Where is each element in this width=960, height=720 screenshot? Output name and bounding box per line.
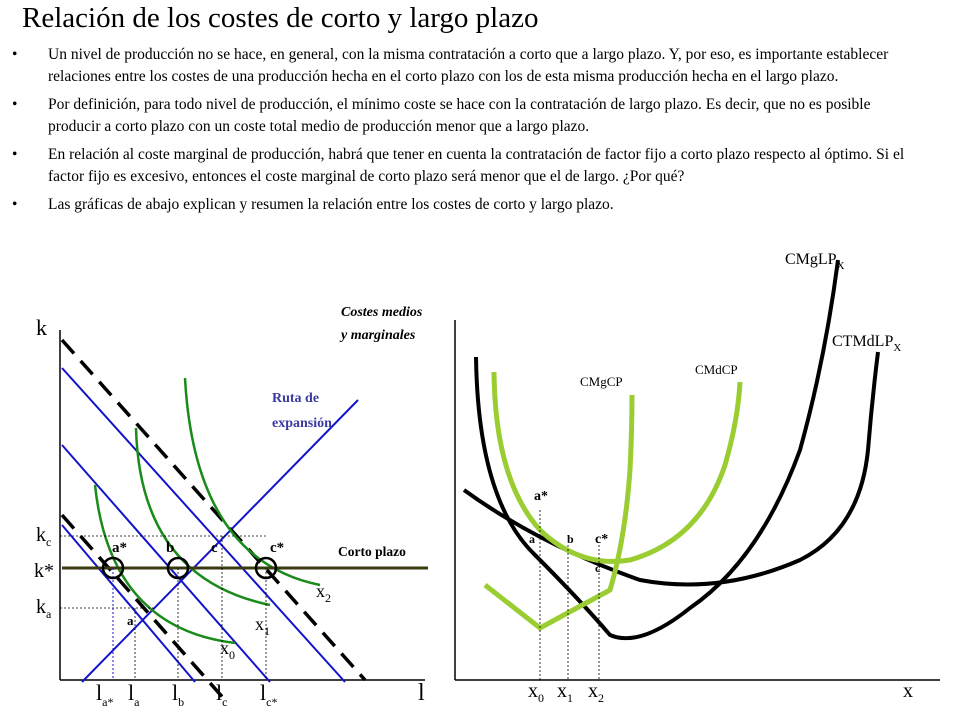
- curve-cmg-lp: [474, 259, 840, 641]
- point-label-c: c: [211, 540, 218, 556]
- tick-x0: x0: [528, 680, 544, 705]
- isocost-dashed-line: [60, 513, 227, 702]
- ruta-label-line2: expansión: [272, 416, 332, 431]
- label-ctmd-lp: CTMdLPX: [832, 333, 901, 354]
- tick-la-star: la*: [96, 680, 113, 709]
- tick-lc-star: lc*: [260, 680, 277, 709]
- isoquant-label-x1: x1: [255, 614, 270, 638]
- right-point-c-star: c*: [595, 532, 608, 547]
- marker-c-star: [254, 556, 278, 580]
- point-label-a-star: a*: [112, 540, 127, 556]
- point-label-c-star: c*: [270, 540, 284, 556]
- corto-plazo-label: Corto plazo: [338, 544, 406, 559]
- tick-lb: lb: [172, 680, 184, 709]
- point-label-b: b: [166, 540, 174, 556]
- right-x-axis-label: x: [903, 680, 913, 702]
- left-graph: k l Ruta de expansión Corto plazo: [34, 315, 428, 709]
- label-cmg-cp: CMgCP: [580, 374, 623, 389]
- isoquant-label-x2: x2: [316, 581, 331, 605]
- marker-a-star: [101, 556, 125, 580]
- marker-b: [166, 556, 190, 580]
- right-y-axis-label-line1: Costes medios: [341, 305, 423, 320]
- label-cmd-cp: CMdCP: [695, 362, 738, 377]
- tick-lc: lc: [216, 680, 227, 709]
- isocost-dashed-line: [60, 338, 367, 682]
- curve-cmg-cp: [483, 394, 635, 631]
- expansion-path-line: [81, 399, 359, 683]
- label-cmg-lp: CMgLPX: [785, 251, 845, 272]
- right-point-a-star: a*: [534, 489, 548, 504]
- tick-la: la: [128, 680, 140, 709]
- slide-title: Relación de los costes de corto y largo …: [22, 2, 539, 34]
- isoquant-x2: [183, 377, 321, 587]
- tick-x1: x1: [557, 680, 573, 705]
- bullet-item: Un nivel de producción no se hace, en ge…: [12, 44, 907, 87]
- isocost-line: [61, 444, 271, 683]
- tick-kstar: k*: [34, 560, 54, 582]
- left-y-axis-label: k: [36, 315, 47, 340]
- isoquant-x1: [134, 427, 271, 607]
- right-point-a: a: [529, 532, 535, 546]
- right-point-c: c: [595, 561, 601, 575]
- right-point-b: b: [567, 532, 574, 546]
- tick-ka: ka: [36, 596, 52, 621]
- bullet-item: En relación al coste marginal de producc…: [12, 144, 907, 187]
- isocost-line: [61, 367, 346, 683]
- bullet-item: Por definición, para todo nivel de produ…: [12, 94, 907, 137]
- isoquant-label-x0: x0: [220, 638, 235, 662]
- right-graph: Costes medios y marginales x CMgLPX CTMd…: [339, 251, 940, 705]
- bullet-list: Un nivel de producción no se hace, en ge…: [12, 44, 907, 223]
- curve-cmd-cp: [491, 371, 743, 564]
- left-x-axis-label: l: [418, 680, 425, 706]
- ruta-label-line1: Ruta de: [272, 391, 319, 406]
- tick-x2: x2: [588, 680, 604, 705]
- isoquant-x0: [93, 484, 236, 645]
- tick-kc: kc: [36, 524, 51, 549]
- isocost-line: [61, 524, 196, 683]
- point-label-a: a: [127, 613, 134, 628]
- right-y-axis-label-line2: y marginales: [339, 328, 416, 343]
- bullet-item: Las gráficas de abajo explican y resumen…: [12, 194, 907, 216]
